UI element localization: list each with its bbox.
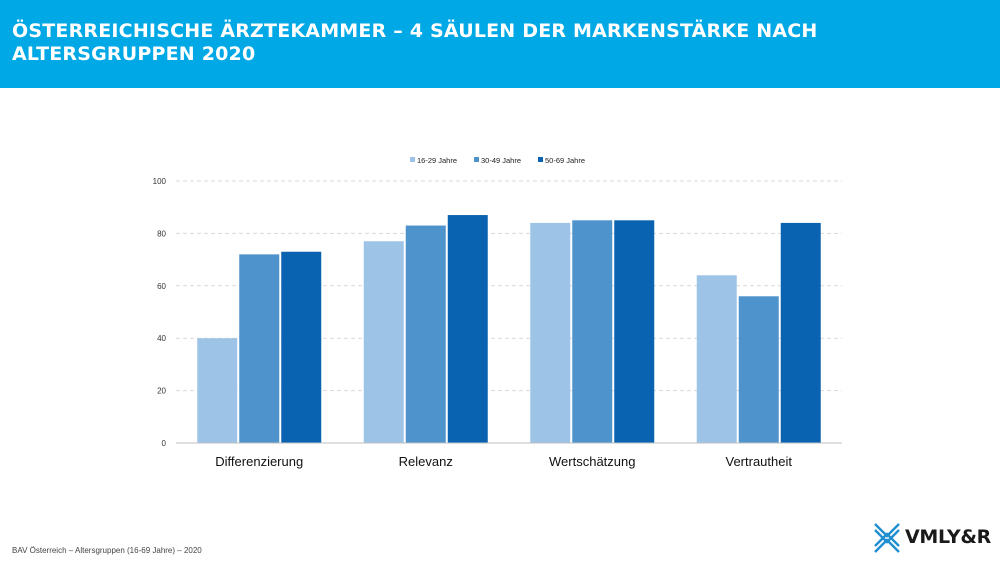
x-axis-labels: Differenzierung Relevanz Wertschätzung Vert…	[215, 454, 792, 469]
bar-vertrautheit-series-3	[780, 222, 821, 443]
bar-chart: 0 20 40 60 80 100 Differenzierung Relevanz Wert…	[153, 156, 842, 469]
y-tick-label: 20	[157, 387, 166, 396]
header-banner: ÖSTERREICHISCHE ÄRZTEKAMMER – 4 SÄULEN D…	[0, 0, 1000, 88]
y-tick-label: 40	[157, 334, 166, 343]
y-tick-label: 80	[157, 229, 166, 238]
legend-label: 16-29 Jahre	[417, 156, 457, 165]
page-title: ÖSTERREICHISCHE ÄRZTEKAMMER – 4 SÄULEN D…	[12, 20, 818, 65]
bar-wertschätzung-series-1	[530, 222, 571, 443]
legend: 16-29 Jahre 30-49 Jahre 50-69 Jahre	[410, 156, 585, 165]
bar-differenzierung-series-1	[197, 338, 238, 443]
vmlyr-logo: VMLY&R	[873, 520, 993, 556]
legend-label: 50-69 Jahre	[545, 156, 585, 165]
source-note: BAV Österreich – Altersgruppen (16-69 Ja…	[12, 546, 202, 555]
bar-relevanz-series-1	[363, 241, 404, 443]
x-category-label: Vertrautheit	[726, 454, 793, 469]
logo-text: VMLY&R	[905, 526, 991, 548]
y-axis-ticks: 0 20 40 60 80 100	[153, 177, 167, 448]
bar-relevanz-series-3	[447, 215, 488, 443]
y-tick-label: 0	[162, 439, 167, 448]
bar-vertrautheit-series-2	[738, 296, 779, 443]
legend-label: 30-49 Jahre	[481, 156, 521, 165]
bar-wertschätzung-series-3	[614, 220, 655, 443]
legend-swatch	[410, 157, 415, 162]
bar-wertschätzung-series-2	[572, 220, 613, 443]
legend-swatch	[474, 157, 479, 162]
x-category-label: Relevanz	[399, 454, 453, 469]
x-category-label: Differenzierung	[215, 454, 303, 469]
bars	[197, 215, 821, 443]
x-category-label: Wertschätzung	[549, 454, 635, 469]
bar-vertrautheit-series-1	[696, 275, 737, 443]
bar-relevanz-series-2	[405, 225, 446, 443]
vmlyr-x-logo-icon	[874, 523, 900, 553]
legend-swatch	[538, 157, 543, 162]
y-tick-label: 100	[153, 177, 167, 186]
bar-differenzierung-series-2	[239, 254, 280, 443]
y-tick-label: 60	[157, 282, 166, 291]
bar-differenzierung-series-3	[281, 251, 322, 443]
